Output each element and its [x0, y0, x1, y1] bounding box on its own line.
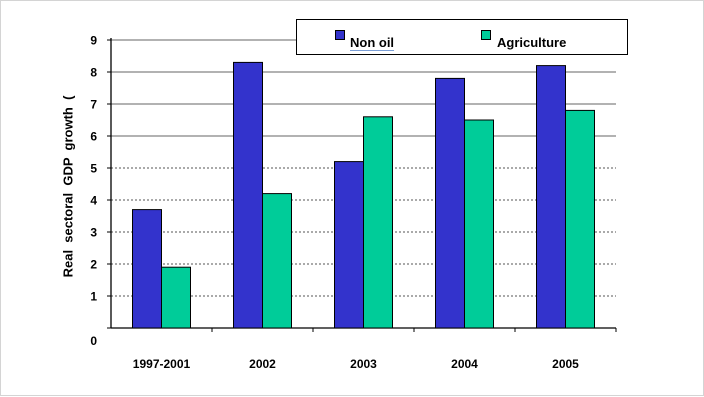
y-axis-label: Real sectoral GDP growth (	[60, 95, 76, 277]
bar-non-oil	[233, 61, 263, 329]
legend-swatch-agriculture	[481, 30, 491, 40]
y-tick-label: 5	[90, 162, 97, 176]
legend-swatch-non-oil	[335, 30, 345, 40]
bar-agriculture	[565, 109, 595, 329]
x-tick-label: 2004	[451, 357, 478, 371]
y-tick-label: 3	[90, 226, 97, 240]
x-tick-label: 1997-2001	[133, 357, 191, 371]
bar-non-oil	[435, 77, 465, 329]
bar-non-oil	[536, 65, 566, 329]
y-tick-label: 1	[90, 290, 97, 304]
x-tick-label: 2003	[350, 357, 377, 371]
x-tick-label: 2002	[249, 357, 276, 371]
y-tick-label: 7	[90, 98, 97, 112]
y-tick-label: 8	[90, 66, 97, 80]
bar-non-oil	[334, 161, 364, 329]
y-tick-label: 2	[90, 258, 97, 272]
y-tick-label: 6	[90, 130, 97, 144]
y-tick-label: 9	[90, 34, 97, 48]
bar-agriculture	[161, 266, 191, 329]
y-tick-label: 0	[90, 334, 97, 348]
legend-label-agriculture: Agriculture	[497, 35, 567, 50]
bar-agriculture	[363, 116, 393, 329]
bar-agriculture	[464, 119, 494, 329]
bar-agriculture	[262, 193, 292, 329]
x-tick-label: 2005	[552, 357, 579, 371]
y-tick-label: 4	[90, 194, 97, 208]
legend-label-non-oil: Non oil	[350, 35, 395, 50]
legend: Non oil Agriculture	[296, 19, 628, 55]
bar-non-oil	[132, 209, 162, 329]
